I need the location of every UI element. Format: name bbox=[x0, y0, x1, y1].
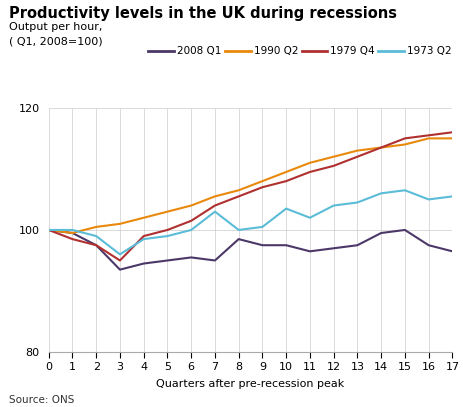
Text: Productivity levels in the UK during recessions: Productivity levels in the UK during rec… bbox=[9, 6, 396, 21]
1979 Q4 bbox=[212, 203, 217, 208]
1979 Q4 bbox=[46, 228, 51, 232]
1973 Q2 bbox=[330, 203, 336, 208]
1979 Q4 bbox=[449, 130, 454, 135]
1973 Q2 bbox=[354, 200, 359, 205]
Text: Source: ONS: Source: ONS bbox=[9, 395, 75, 405]
1990 Q2 bbox=[46, 228, 51, 232]
Text: 2008 Q1: 2008 Q1 bbox=[177, 46, 221, 56]
1979 Q4 bbox=[307, 169, 312, 174]
1973 Q2 bbox=[188, 228, 194, 232]
1973 Q2 bbox=[259, 224, 265, 229]
1973 Q2 bbox=[46, 228, 51, 232]
1990 Q2 bbox=[354, 148, 359, 153]
Text: 1973 Q2: 1973 Q2 bbox=[406, 46, 450, 56]
1973 Q2 bbox=[283, 206, 288, 211]
2008 Q1 bbox=[283, 243, 288, 247]
Line: 1990 Q2: 1990 Q2 bbox=[49, 138, 451, 233]
1990 Q2 bbox=[449, 136, 454, 141]
1990 Q2 bbox=[307, 160, 312, 165]
1990 Q2 bbox=[401, 142, 407, 147]
1990 Q2 bbox=[188, 203, 194, 208]
2008 Q1 bbox=[449, 249, 454, 254]
1973 Q2 bbox=[425, 197, 431, 202]
1979 Q4 bbox=[377, 145, 383, 150]
1973 Q2 bbox=[307, 215, 312, 220]
2008 Q1 bbox=[307, 249, 312, 254]
2008 Q1 bbox=[235, 236, 241, 241]
2008 Q1 bbox=[259, 243, 265, 247]
1990 Q2 bbox=[235, 188, 241, 193]
1979 Q4 bbox=[93, 243, 99, 247]
1979 Q4 bbox=[117, 258, 123, 263]
1973 Q2 bbox=[212, 209, 217, 214]
1973 Q2 bbox=[377, 191, 383, 196]
1973 Q2 bbox=[141, 236, 146, 241]
1973 Q2 bbox=[235, 228, 241, 232]
Line: 1973 Q2: 1973 Q2 bbox=[49, 190, 451, 254]
Text: Output per hour,: Output per hour, bbox=[9, 22, 102, 33]
1990 Q2 bbox=[377, 145, 383, 150]
2008 Q1 bbox=[93, 243, 99, 247]
1990 Q2 bbox=[425, 136, 431, 141]
1979 Q4 bbox=[283, 179, 288, 184]
2008 Q1 bbox=[212, 258, 217, 263]
1979 Q4 bbox=[425, 133, 431, 138]
2008 Q1 bbox=[377, 230, 383, 235]
1979 Q4 bbox=[69, 236, 75, 241]
1973 Q2 bbox=[93, 234, 99, 239]
1990 Q2 bbox=[164, 209, 170, 214]
1990 Q2 bbox=[330, 154, 336, 159]
2008 Q1 bbox=[46, 228, 51, 232]
2008 Q1 bbox=[188, 255, 194, 260]
1979 Q4 bbox=[141, 234, 146, 239]
1973 Q2 bbox=[449, 194, 454, 199]
Line: 2008 Q1: 2008 Q1 bbox=[49, 230, 451, 269]
2008 Q1 bbox=[141, 261, 146, 266]
2008 Q1 bbox=[425, 243, 431, 247]
1979 Q4 bbox=[330, 163, 336, 168]
Text: 1990 Q2: 1990 Q2 bbox=[253, 46, 298, 56]
1990 Q2 bbox=[93, 224, 99, 229]
1990 Q2 bbox=[283, 169, 288, 174]
1990 Q2 bbox=[259, 179, 265, 184]
1973 Q2 bbox=[164, 234, 170, 239]
1990 Q2 bbox=[117, 221, 123, 226]
1990 Q2 bbox=[212, 194, 217, 199]
1979 Q4 bbox=[259, 185, 265, 190]
X-axis label: Quarters after pre-recession peak: Quarters after pre-recession peak bbox=[156, 379, 344, 389]
1990 Q2 bbox=[141, 215, 146, 220]
Text: 1979 Q4: 1979 Q4 bbox=[330, 46, 374, 56]
1990 Q2 bbox=[69, 230, 75, 235]
2008 Q1 bbox=[117, 267, 123, 272]
1979 Q4 bbox=[235, 194, 241, 199]
2008 Q1 bbox=[354, 243, 359, 247]
1973 Q2 bbox=[69, 228, 75, 232]
1979 Q4 bbox=[401, 136, 407, 141]
2008 Q1 bbox=[69, 230, 75, 235]
1979 Q4 bbox=[188, 218, 194, 223]
1979 Q4 bbox=[164, 228, 170, 232]
Line: 1979 Q4: 1979 Q4 bbox=[49, 132, 451, 260]
Text: ( Q1, 2008=100): ( Q1, 2008=100) bbox=[9, 37, 103, 47]
1979 Q4 bbox=[354, 154, 359, 159]
1973 Q2 bbox=[401, 188, 407, 193]
2008 Q1 bbox=[164, 258, 170, 263]
1973 Q2 bbox=[117, 252, 123, 257]
2008 Q1 bbox=[330, 246, 336, 251]
2008 Q1 bbox=[401, 228, 407, 232]
